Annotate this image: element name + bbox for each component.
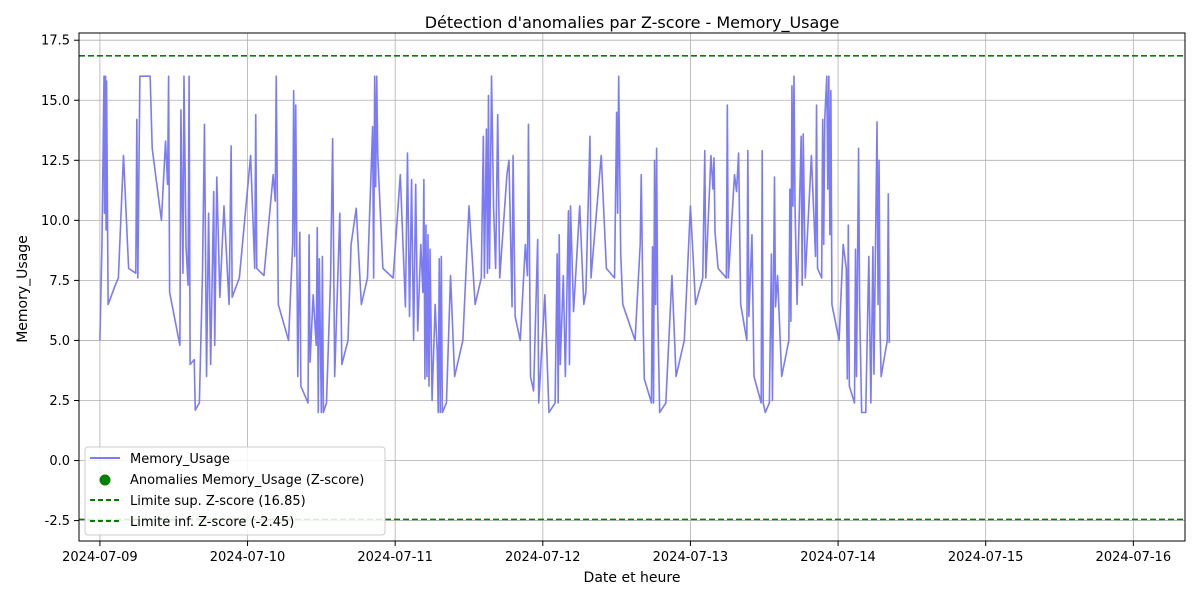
legend-swatch-anomalies [99,474,111,486]
y-tick-label: 2.5 [49,394,70,409]
x-tick-label: 2024-07-14 [800,550,876,565]
chart-title: Détection d'anomalies par Z-score - Memo… [425,13,840,33]
x-tick-label: 2024-07-10 [210,550,286,565]
plot-frame [78,32,1186,542]
y-tick-label: 12.5 [41,154,70,169]
x-tick-label: 2024-07-15 [948,550,1024,565]
x-tick-label: 2024-07-09 [62,550,138,565]
y-tick-label: 7.5 [49,274,70,289]
legend-box [84,446,386,536]
y-tick-label: 17.5 [41,34,70,49]
y-axis-ticks: -2.5 0.0 2.5 5.0 7.5 10.0 12.5 15.0 17.5 [41,34,79,529]
x-axis-ticks: 2024-07-09 2024-07-10 2024-07-11 2024-07-12… [62,541,1171,565]
x-tick-label: 2024-07-12 [505,550,581,565]
y-axis-label: Memory_Usage [15,235,31,343]
y-tick-label: 0.0 [49,454,70,469]
series-line-memory-usage [99,75,891,414]
x-tick-label: 2024-07-11 [357,550,433,565]
x-axis-label: Date et heure [584,570,681,586]
y-tick-label: 15.0 [41,94,70,109]
y-tick-label: -2.5 [45,514,70,529]
legend-label-memory-usage: Memory_Usage [130,452,230,467]
x-tick-label: 2024-07-16 [1096,550,1172,565]
legend-label-upper-limit: Limite sup. Z-score (16.85) [130,494,306,509]
legend: Memory_Usage Anomalies Memory_Usage (Z-s… [84,446,386,536]
y-tick-label: 10.0 [41,214,70,229]
legend-label-anomalies: Anomalies Memory_Usage (Z-score) [130,473,364,488]
legend-label-lower-limit: Limite inf. Z-score (-2.45) [130,515,294,530]
y-tick-label: 5.0 [49,334,70,349]
x-tick-label: 2024-07-13 [653,550,729,565]
